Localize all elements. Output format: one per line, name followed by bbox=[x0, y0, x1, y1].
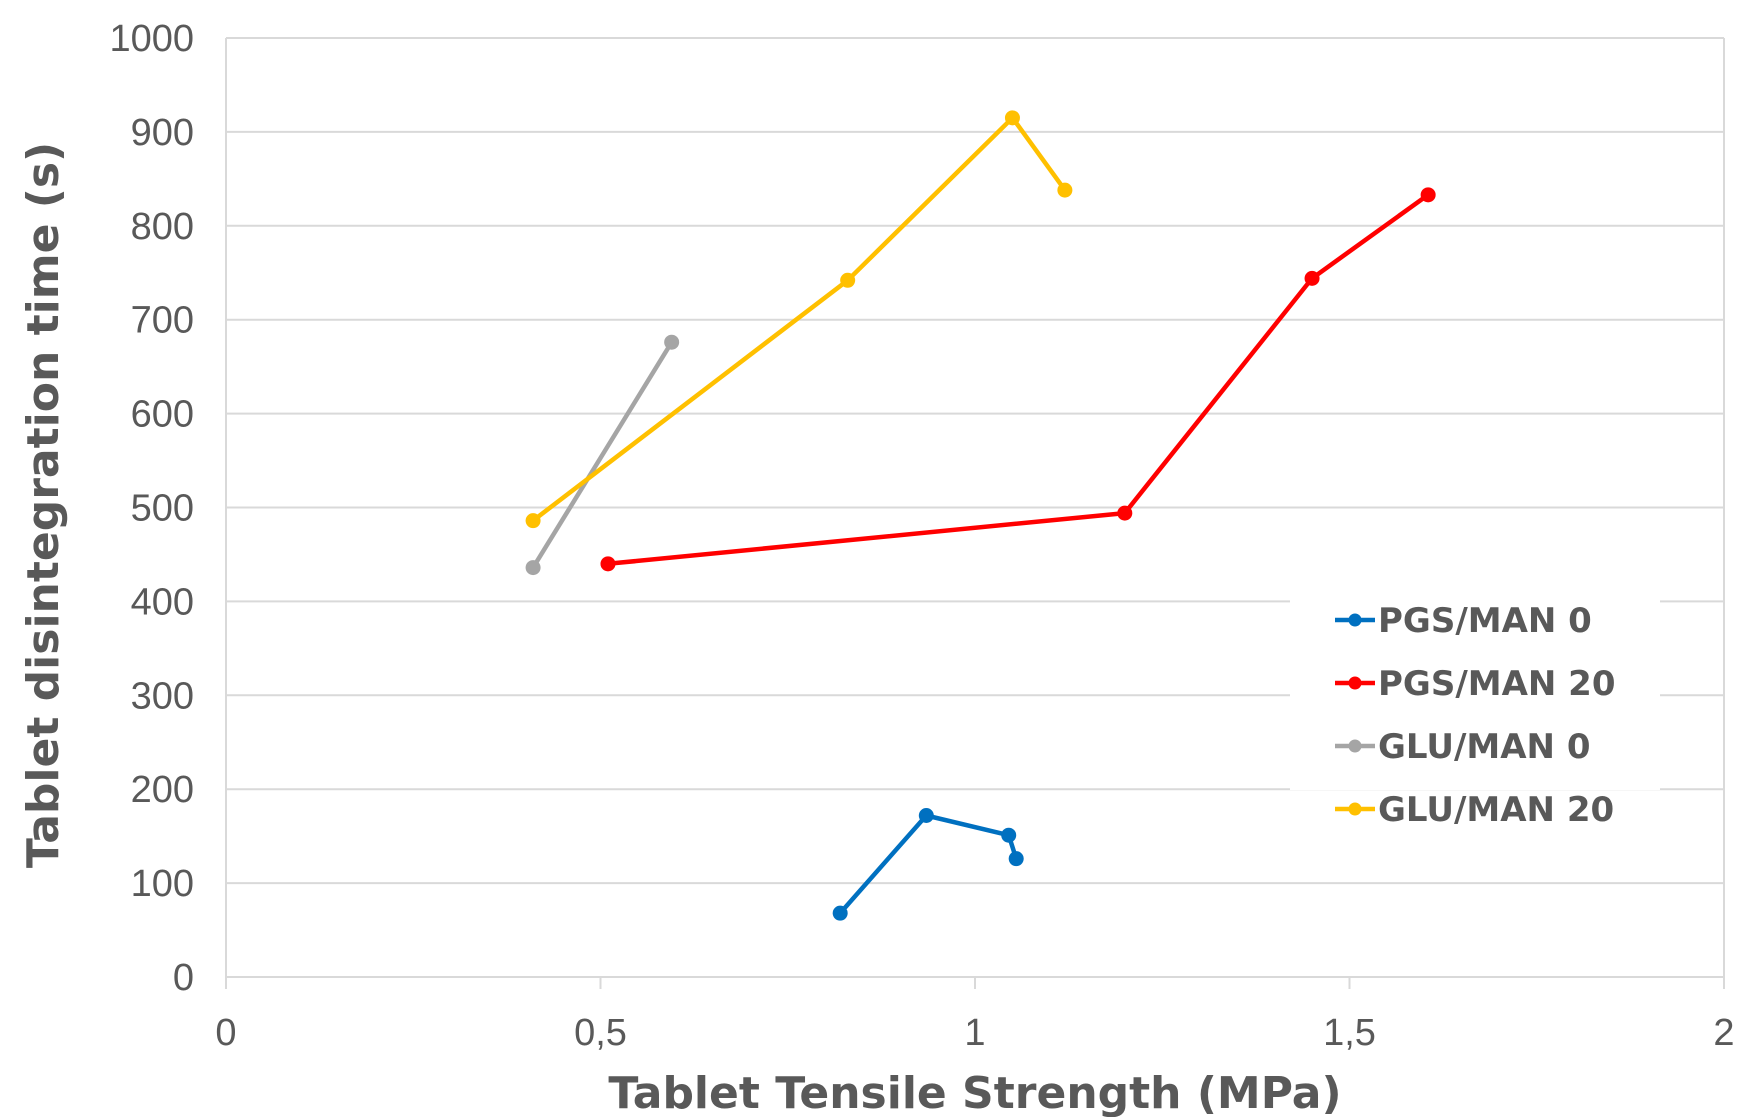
series-glu-man-0 bbox=[525, 334, 680, 576]
y-tick-label: 0 bbox=[173, 957, 194, 999]
x-tick-label: 1,5 bbox=[1323, 1012, 1376, 1054]
y-tick-label: 300 bbox=[131, 675, 194, 717]
data-point-glu-man-20 bbox=[1057, 182, 1073, 198]
legend-item: PGS/MAN 0 bbox=[1335, 601, 1592, 641]
legend-item: PGS/MAN 20 bbox=[1335, 664, 1616, 704]
y-tick-label: 900 bbox=[131, 112, 194, 154]
data-point-pgs-man-0 bbox=[832, 905, 848, 921]
data-point-pgs-man-0 bbox=[918, 807, 934, 823]
data-point-pgs-man-0 bbox=[1001, 827, 1017, 843]
y-tick-label: 200 bbox=[131, 769, 194, 811]
x-tick-label: 0,5 bbox=[574, 1012, 627, 1054]
data-point-pgs-man-20 bbox=[1117, 505, 1133, 521]
y-tick-label: 800 bbox=[131, 206, 194, 248]
data-point-glu-man-20 bbox=[1004, 110, 1020, 126]
data-point-glu-man-0 bbox=[664, 334, 680, 350]
y-tick-label: 1000 bbox=[109, 18, 194, 60]
y-axis-title: Tablet disintegration time (s) bbox=[18, 142, 69, 868]
legend-swatch-marker bbox=[1348, 613, 1362, 627]
series-pgs-man-20 bbox=[600, 187, 1436, 572]
data-point-pgs-man-20 bbox=[1420, 187, 1436, 203]
legend-swatch-marker bbox=[1348, 676, 1362, 690]
legend-item: GLU/MAN 0 bbox=[1335, 727, 1590, 767]
legend-swatch-marker bbox=[1348, 739, 1362, 753]
x-tick-label: 1 bbox=[964, 1012, 985, 1054]
x-axis: 0 0,5 1 1,5 2 bbox=[215, 1012, 1734, 1054]
data-point-glu-man-20 bbox=[525, 513, 541, 529]
data-point-glu-man-20 bbox=[840, 272, 856, 288]
grid bbox=[225, 37, 1725, 989]
data-point-glu-man-0 bbox=[525, 560, 541, 576]
series-glu-man-20 bbox=[525, 110, 1073, 529]
y-tick-label: 400 bbox=[131, 581, 194, 623]
legend: PGS/MAN 0 PGS/MAN 20 GLU/MAN 0 GLU/MAN 20 bbox=[1290, 590, 1660, 830]
legend-label: PGS/MAN 0 bbox=[1378, 601, 1592, 641]
x-axis-title: Tablet Tensile Strength (MPa) bbox=[608, 1068, 1341, 1117]
legend-item: GLU/MAN 20 bbox=[1335, 790, 1614, 830]
y-tick-label: 100 bbox=[131, 863, 194, 905]
series-line-pgs-man-0 bbox=[837, 813, 1019, 916]
y-axis: 0 100 200 300 400 500 600 700 800 900 1000 bbox=[109, 18, 194, 999]
legend-label: PGS/MAN 20 bbox=[1378, 664, 1616, 704]
data-point-pgs-man-20 bbox=[600, 556, 616, 572]
series-pgs-man-0 bbox=[832, 807, 1024, 921]
legend-swatch-marker bbox=[1348, 802, 1362, 816]
legend-label: GLU/MAN 20 bbox=[1378, 790, 1614, 830]
x-tick-label: 0 bbox=[215, 1012, 236, 1054]
y-tick-label: 700 bbox=[131, 300, 194, 342]
series-line-glu-man-20 bbox=[530, 115, 1068, 523]
legend-label: GLU/MAN 0 bbox=[1378, 727, 1590, 767]
y-tick-label: 600 bbox=[131, 394, 194, 436]
x-tick-label: 2 bbox=[1713, 1012, 1734, 1054]
y-tick-label: 500 bbox=[131, 488, 194, 530]
data-point-pgs-man-20 bbox=[1304, 270, 1320, 286]
series-line-glu-man-0 bbox=[530, 339, 674, 570]
series-line-pgs-man-20 bbox=[605, 192, 1431, 567]
series-layer bbox=[525, 110, 1436, 921]
data-point-pgs-man-0 bbox=[1008, 851, 1024, 867]
